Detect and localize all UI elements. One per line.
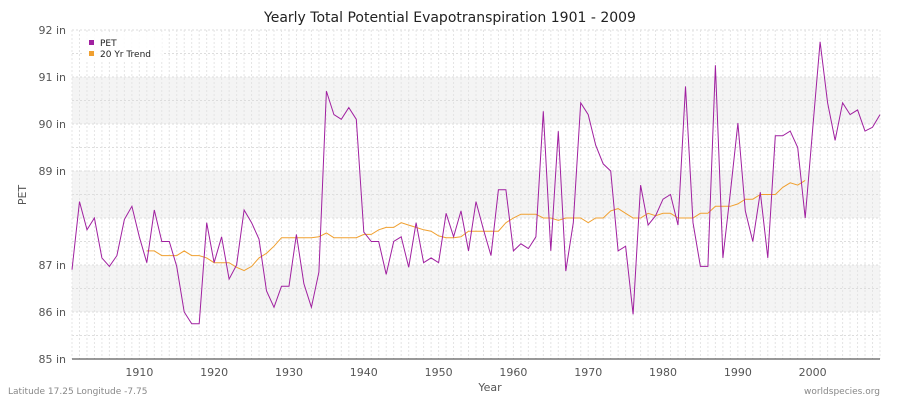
trend-series-line (146, 179, 806, 272)
y-tick-label: 91 in (38, 71, 66, 84)
x-tick-label: 1960 (499, 366, 527, 379)
footer-source: worldspecies.org (804, 387, 880, 397)
legend-label-trend: 20 Yr Trend (100, 50, 151, 60)
legend: PET 20 Yr Trend (84, 34, 162, 62)
x-tick-label: 1930 (275, 366, 303, 379)
legend-box (84, 34, 162, 62)
pet-series-line (71, 41, 881, 325)
x-tick-label: 1910 (125, 366, 153, 379)
y-tick-label: 90 in (38, 118, 66, 131)
x-tick-label: 1970 (574, 366, 602, 379)
x-tick-label: 1940 (350, 366, 378, 379)
footer-coordinates: Latitude 17.25 Longitude -7.75 (8, 387, 147, 397)
x-tick-label: 1920 (200, 366, 228, 379)
x-tick-label: 1950 (425, 366, 453, 379)
legend-swatch-trend (89, 51, 94, 56)
chart-title: Yearly Total Potential Evapotranspiratio… (263, 10, 636, 26)
x-axis-label: Year (477, 381, 502, 394)
legend-label-pet: PET (100, 39, 117, 49)
legend-swatch-pet (89, 40, 94, 45)
y-tick-label: 89 in (38, 165, 66, 178)
y-tick-label: 87 in (38, 259, 66, 272)
y-tick-label: 92 in (38, 24, 66, 37)
y-tick-label: 86 in (38, 306, 66, 319)
x-axis-ticks: 1910 1920 1930 1940 1950 1960 1970 1980 1990 2000 (125, 366, 826, 379)
y-axis-ticks: 85 in 86 in 87 in 89 in 90 in 91 in 92 in (38, 24, 66, 366)
grid-lines (71, 29, 881, 360)
y-axis-label: PET (16, 185, 29, 206)
x-tick-label: 2000 (799, 366, 827, 379)
y-tick-label: 85 in (38, 353, 66, 366)
x-tick-label: 1990 (724, 366, 752, 379)
x-tick-label: 1980 (649, 366, 677, 379)
